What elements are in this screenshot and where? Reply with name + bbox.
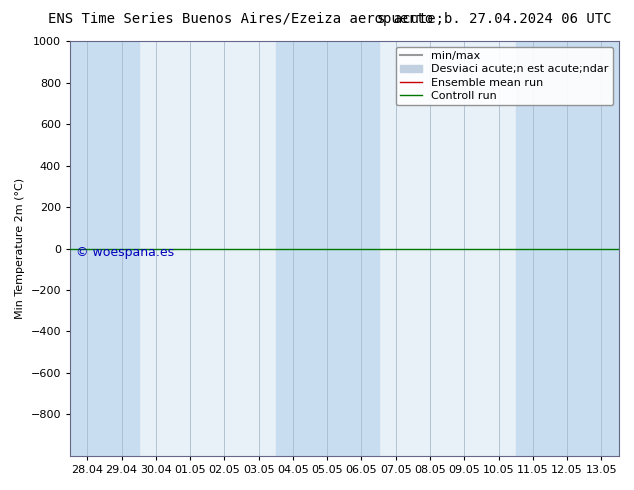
Bar: [310, 41, 344, 456]
Y-axis label: Min Temperature 2m (°C): Min Temperature 2m (°C): [15, 178, 25, 319]
Bar: [515, 41, 550, 456]
Bar: [70, 41, 105, 456]
Bar: [550, 41, 585, 456]
Legend: min/max, Desviaci acute;n est acute;ndar, Ensemble mean run, Controll run: min/max, Desviaci acute;n est acute;ndar…: [396, 47, 613, 105]
Text: © woespana.es: © woespana.es: [75, 246, 174, 259]
Bar: [585, 41, 619, 456]
Text: s acute;b. 27.04.2024 06 UTC: s acute;b. 27.04.2024 06 UTC: [377, 12, 612, 26]
Bar: [276, 41, 310, 456]
Bar: [344, 41, 378, 456]
Bar: [105, 41, 139, 456]
Text: ENS Time Series Buenos Aires/Ezeiza aeropuerto: ENS Time Series Buenos Aires/Ezeiza aero…: [48, 12, 434, 26]
